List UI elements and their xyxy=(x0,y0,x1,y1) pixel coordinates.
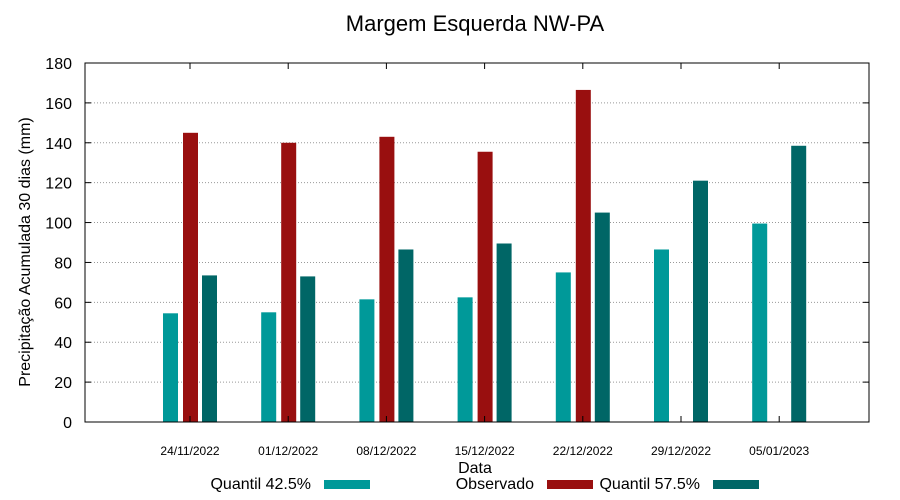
bar-quantil-57-5 xyxy=(202,275,217,422)
bar-quantil-42-5 xyxy=(457,297,473,422)
bar-quantil-57-5 xyxy=(300,276,316,422)
bar-observado xyxy=(477,151,493,422)
legend: Quantil 42.5% Observado Quantil 57.5% xyxy=(210,476,759,493)
x-tick-label: 05/01/2023 xyxy=(749,444,809,458)
y-tick-label: 100 xyxy=(45,216,72,233)
x-tick-label: 24/11/2022 xyxy=(160,444,219,458)
bars xyxy=(163,89,807,423)
legend-swatch xyxy=(713,480,759,489)
legend-label: Quantil 42.5% xyxy=(210,476,311,493)
y-tick-label: 60 xyxy=(54,295,72,312)
legend-label: Observado xyxy=(456,476,534,493)
bar-observado xyxy=(183,132,198,423)
y-tick-label: 160 xyxy=(45,96,72,113)
bar-observado xyxy=(281,142,297,422)
bar-observado xyxy=(575,89,591,423)
x-tick-label: 22/12/2022 xyxy=(553,444,613,458)
y-axis-label: Precipitação Acumulada 30 dias (mm) xyxy=(17,117,34,386)
x-axis: 24/11/2022 01/12/2022 08/12/2022 15/12/2022… xyxy=(160,63,810,458)
legend-swatch xyxy=(547,480,593,489)
y-tick-label: 40 xyxy=(54,335,72,352)
plot-frame xyxy=(84,62,870,423)
x-tick-label: 15/12/2022 xyxy=(455,444,515,458)
y-tick-label: 0 xyxy=(63,415,72,432)
bar-quantil-42-5 xyxy=(261,312,277,422)
bar-observado xyxy=(379,136,395,423)
bar-quantil-42-5 xyxy=(163,313,178,422)
x-tick-label: 08/12/2022 xyxy=(356,444,416,458)
y-tick-label: 20 xyxy=(54,375,72,392)
bar-quantil-42-5 xyxy=(555,272,571,422)
y-tick-label: 140 xyxy=(45,136,72,153)
x-tick-label: 01/12/2022 xyxy=(258,444,318,458)
bar-quantil-42-5 xyxy=(359,299,375,422)
bar-quantil-57-5 xyxy=(791,145,807,422)
legend-label: Quantil 57.5% xyxy=(599,476,700,493)
y-tick-label: 80 xyxy=(54,255,72,272)
bar-quantil-57-5 xyxy=(594,212,610,422)
y-axis: 0 20 40 60 80 100 120 140 160 180 xyxy=(45,56,869,432)
chart-title: Margem Esquerda NW-PA xyxy=(346,11,605,36)
y-tick-label: 180 xyxy=(45,56,72,73)
bar-quantil-42-5 xyxy=(654,249,669,422)
bar-quantil-57-5 xyxy=(398,249,414,422)
bar-quantil-57-5 xyxy=(496,243,512,422)
bar-quantil-42-5 xyxy=(752,223,768,422)
bar-quantil-57-5 xyxy=(693,180,708,422)
legend-swatch xyxy=(324,480,370,489)
x-tick-label: 29/12/2022 xyxy=(651,444,711,458)
y-tick-label: 120 xyxy=(45,176,72,193)
x-axis-label: Data xyxy=(458,460,492,477)
